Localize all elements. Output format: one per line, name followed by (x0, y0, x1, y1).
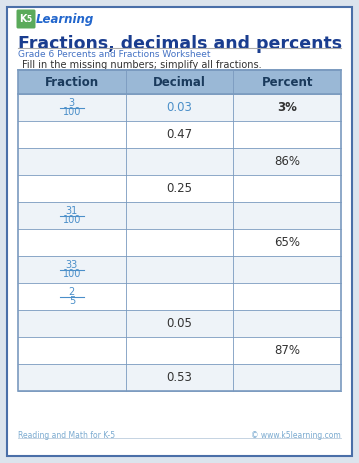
FancyBboxPatch shape (17, 10, 36, 29)
FancyBboxPatch shape (18, 202, 341, 229)
Text: © www.k5learning.com: © www.k5learning.com (251, 431, 341, 440)
Text: Grade 6 Percents and Fractions Worksheet: Grade 6 Percents and Fractions Worksheet (18, 50, 210, 59)
FancyBboxPatch shape (18, 229, 341, 256)
Text: Percent: Percent (261, 75, 313, 88)
FancyBboxPatch shape (18, 94, 341, 121)
FancyBboxPatch shape (18, 283, 341, 310)
Text: 5: 5 (27, 14, 32, 24)
Text: 31: 31 (66, 206, 78, 216)
Text: Fill in the missing numbers; simplify all fractions.: Fill in the missing numbers; simplify al… (22, 60, 262, 70)
FancyBboxPatch shape (18, 337, 341, 364)
Text: 0.53: 0.53 (167, 371, 192, 384)
Text: Reading and Math for K-5: Reading and Math for K-5 (18, 431, 115, 440)
Text: Fraction: Fraction (45, 75, 99, 88)
Text: 87%: 87% (274, 344, 300, 357)
Text: Decimal: Decimal (153, 75, 206, 88)
Text: 33: 33 (66, 260, 78, 270)
Text: 0.47: 0.47 (167, 128, 192, 141)
Text: 0.25: 0.25 (167, 182, 192, 195)
Text: 100: 100 (63, 215, 81, 225)
FancyBboxPatch shape (18, 148, 341, 175)
Text: 3%: 3% (277, 101, 297, 114)
FancyBboxPatch shape (18, 256, 341, 283)
Text: 5: 5 (69, 296, 75, 306)
Text: 2: 2 (69, 287, 75, 297)
Text: K: K (19, 14, 27, 24)
Text: 100: 100 (63, 269, 81, 279)
Text: 0.03: 0.03 (167, 101, 192, 114)
Text: Learning: Learning (36, 13, 94, 25)
Text: Fractions, decimals and percents: Fractions, decimals and percents (18, 35, 342, 53)
Text: 100: 100 (63, 107, 81, 117)
Text: 0.05: 0.05 (167, 317, 192, 330)
FancyBboxPatch shape (18, 364, 341, 391)
Text: 3: 3 (69, 98, 75, 108)
FancyBboxPatch shape (18, 121, 341, 148)
FancyBboxPatch shape (18, 175, 341, 202)
FancyBboxPatch shape (7, 7, 352, 456)
Text: 86%: 86% (274, 155, 300, 168)
FancyBboxPatch shape (18, 310, 341, 337)
FancyBboxPatch shape (18, 70, 341, 94)
Text: 65%: 65% (274, 236, 300, 249)
